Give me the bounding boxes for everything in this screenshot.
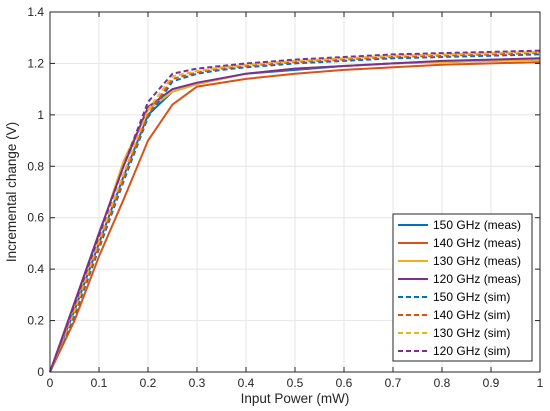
y-tick-label: 0.6 (27, 211, 44, 225)
y-tick-label: 0.2 (27, 314, 44, 328)
legend-entry: 120 GHz (sim) (433, 344, 510, 358)
series-line (49, 57, 541, 373)
series-line (49, 49, 541, 373)
legend-entry: 120 GHz (meas) (433, 272, 521, 286)
legend-entry: 150 GHz (meas) (433, 218, 521, 232)
legend-entry: 140 GHz (meas) (433, 236, 521, 250)
x-tick-label: 0 (47, 376, 54, 390)
y-tick-label: 0 (37, 365, 44, 379)
legend-entry: 130 GHz (meas) (433, 254, 521, 268)
y-tick-label: 1 (37, 108, 44, 122)
series-line (49, 50, 541, 373)
y-tick-label: 0.4 (27, 262, 44, 276)
series-line (49, 52, 541, 373)
x-tick-label: 0.7 (385, 376, 402, 390)
x-tick-label: 0.9 (483, 376, 500, 390)
x-tick-label: 0.1 (91, 376, 108, 390)
x-tick-label: 0.3 (189, 376, 206, 390)
x-tick-label: 0.4 (238, 376, 255, 390)
y-axis-label: Incremental change (V) (4, 122, 19, 262)
x-tick-label: 0.8 (434, 376, 451, 390)
x-tick-label: 0.5 (287, 376, 304, 390)
legend-entry: 140 GHz (sim) (433, 308, 510, 322)
y-tick-label: 1.4 (27, 5, 44, 19)
y-tick-label: 1.2 (27, 56, 44, 70)
x-tick-label: 1 (537, 376, 544, 390)
legend-box (392, 213, 533, 362)
x-tick-label: 0.2 (140, 376, 157, 390)
series-layer (49, 49, 541, 373)
legend-entry: 130 GHz (sim) (433, 326, 510, 340)
x-tick-label: 0.6 (336, 376, 353, 390)
y-tick-label: 0.8 (27, 159, 44, 173)
x-axis-label: Input Power (mW) (241, 391, 350, 406)
legend-entry: 150 GHz (sim) (433, 290, 510, 304)
legend: 150 GHz (meas) 140 GHz (meas) 130 GHz (mea… (392, 213, 533, 362)
axis-ticks: 0 0.1 0.2 0.3 0.4 0.5 0.6 0.7 0.8 0.9 1 0 0.2 0.4 0.6 0… (27, 5, 543, 390)
series-line (49, 61, 541, 373)
